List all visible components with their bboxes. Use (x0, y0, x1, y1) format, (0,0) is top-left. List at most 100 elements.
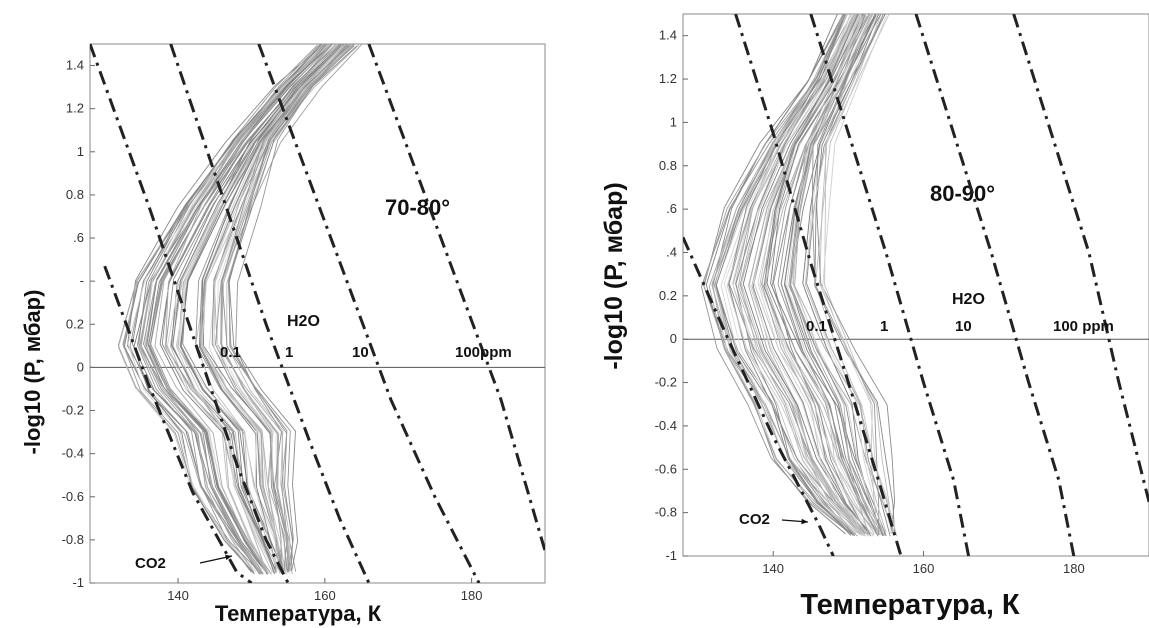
temperature-profile (700, 14, 852, 535)
temperature-profile (752, 14, 872, 537)
co2-label: CO2 (135, 555, 166, 572)
temperature-profile (766, 15, 878, 534)
plot-frame (682, 13, 1149, 557)
temperature-profile (804, 14, 898, 537)
x-tick-label: 140 (167, 588, 189, 603)
temperature-profile (811, 14, 880, 535)
temperature-profile (227, 45, 350, 571)
temperature-profile (202, 44, 353, 572)
saturation-curve (367, 44, 545, 552)
saturation-curve (169, 44, 371, 583)
temperature-profile (235, 44, 349, 574)
temperature-profile (140, 44, 332, 571)
temperature-profile (145, 44, 321, 573)
temperature-profile (176, 44, 343, 572)
y-tick-label: -0.6 (62, 489, 84, 504)
saturation-label: 0.1 (220, 344, 241, 361)
y-tick-label: 1.4 (66, 58, 84, 73)
y-tick-label: 1 (670, 114, 677, 129)
y-tick-label: 1.2 (659, 71, 677, 86)
temperature-profile (149, 44, 328, 575)
temperature-profile (177, 45, 342, 573)
y-tick-label: 1 (77, 144, 84, 159)
y-tick-label: 0.8 (659, 158, 677, 173)
temperature-profile (734, 14, 866, 534)
x-tick-label: 180 (1063, 561, 1085, 576)
y-tick-label: -0.8 (655, 505, 677, 520)
temperature-profile (783, 15, 869, 537)
saturation-label: 1 (880, 318, 888, 335)
temperature-profile (814, 14, 887, 534)
saturation-label: 10 (955, 318, 972, 335)
temperature-profile (805, 14, 885, 535)
h2o-label: H2O (287, 313, 320, 330)
saturation-curve (90, 44, 290, 583)
y-tick-label: .6 (666, 201, 677, 216)
temperature-profile (159, 44, 345, 571)
temperature-profile (214, 44, 363, 572)
temperature-profile (182, 44, 339, 574)
saturation-curve (809, 14, 971, 556)
temperature-profile (737, 14, 855, 536)
y-tick-label: - (80, 273, 84, 288)
y-tick-label: 1.2 (66, 101, 84, 116)
y-tick-label: -0.4 (62, 446, 84, 461)
h2o-label: H2O (952, 291, 985, 308)
temperature-profile (228, 45, 358, 571)
temperature-profile (139, 44, 327, 573)
temperature-profile (753, 14, 879, 536)
saturation-label: 10 (352, 344, 369, 361)
y-tick-label: 0.8 (66, 187, 84, 202)
temperature-profile (136, 44, 318, 573)
saturation-label: 0.1 (806, 318, 827, 335)
temperature-profile (213, 44, 353, 575)
temperature-profile (824, 14, 879, 534)
y-tick-label: 1.4 (659, 28, 677, 43)
y-tick-label: -0.8 (62, 532, 84, 547)
y-tick-label: -0.2 (62, 403, 84, 418)
y-tick-label: .4 (666, 244, 677, 259)
temperature-profile (792, 14, 882, 536)
y-tick-label: 0.2 (66, 316, 84, 331)
x-axis-label: Температура, К (800, 589, 1020, 621)
temperature-profile (129, 44, 325, 573)
x-tick-label: 140 (762, 561, 784, 576)
plot-area (683, 14, 1149, 556)
temperature-profile (732, 14, 863, 535)
temperature-profile (740, 14, 867, 537)
saturation-curve (914, 14, 1076, 556)
temperature-profile (133, 44, 323, 574)
saturation-label: 100ppm (455, 344, 512, 361)
y-tick-label: 0.2 (659, 288, 677, 303)
temperature-profile (777, 15, 878, 536)
chart-panel-right: 80-90° H2O CO2 -log10 (P, мбар) Температ… (600, 13, 1149, 621)
co2-arrow-head (801, 518, 808, 525)
x-tick-label: 180 (461, 588, 483, 603)
y-axis-label: -log10 (P, мбар) (600, 182, 628, 369)
x-axis-label: Температура, К (215, 601, 382, 626)
saturation-curve (734, 14, 903, 556)
co2-arrow-head (225, 554, 232, 561)
temperature-profile (165, 44, 352, 575)
saturation-curve (103, 265, 253, 583)
temperature-profile (723, 14, 867, 535)
y-tick-label: -0.2 (655, 375, 677, 390)
temperature-profile (764, 15, 862, 535)
y-tick-label: -0.4 (655, 418, 677, 433)
plot-frame (89, 43, 546, 584)
y-tick-label: 0 (670, 331, 677, 346)
y-tick-label: -0.6 (655, 461, 677, 476)
saturation-curve (257, 44, 481, 583)
temperature-profile (765, 14, 885, 537)
temperature-profile (749, 14, 869, 537)
temperature-profile (757, 15, 874, 537)
temperature-profile (127, 44, 325, 575)
y-tick-label: .6 (73, 230, 84, 245)
temperature-profile (763, 14, 868, 535)
saturation-curve (683, 236, 835, 556)
latitude-label: 70-80° (385, 195, 450, 220)
temperature-profile (198, 44, 343, 571)
x-tick-label: 160 (913, 561, 935, 576)
temperature-profile (814, 14, 896, 536)
saturation-label: 1 (285, 344, 293, 361)
